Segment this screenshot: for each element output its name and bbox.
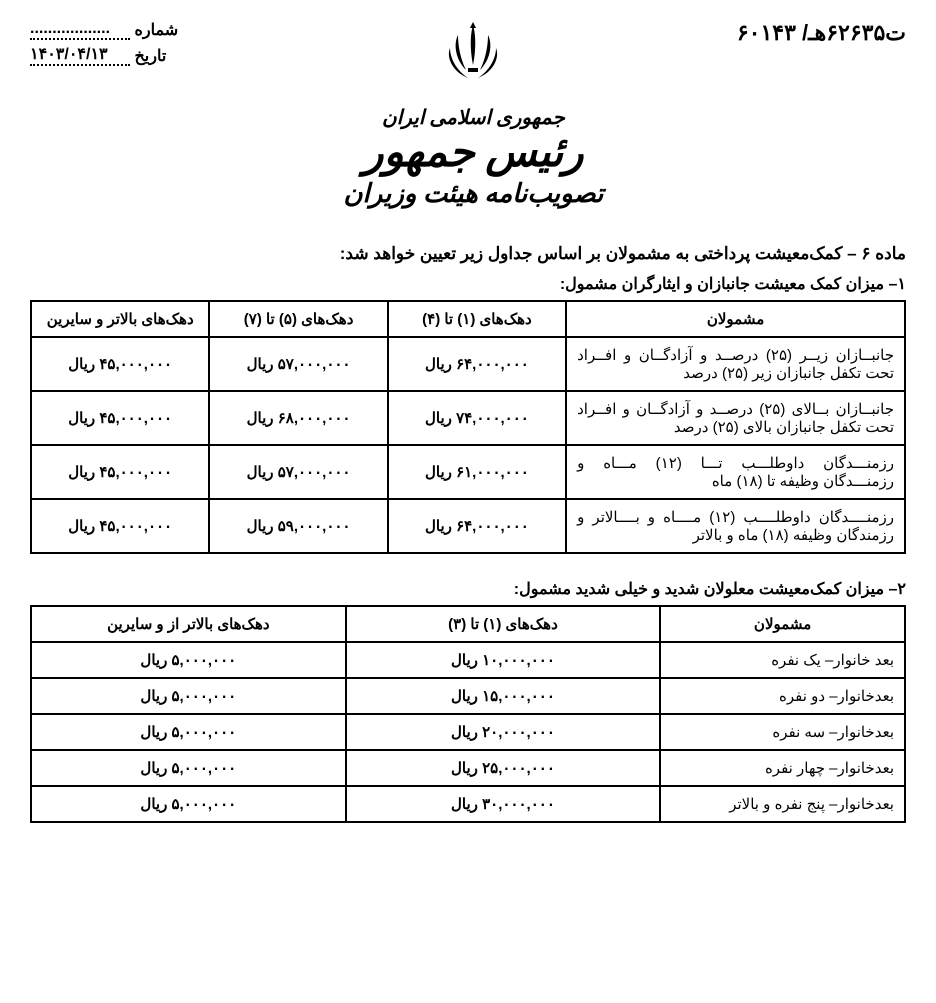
emblem-block: جمهوری اسلامی ایران رئیس جمهور تصویب‌نام… bbox=[210, 20, 737, 229]
header: ۶۰۱۴۳ /ت۶۲۶۳۵هـ جمهوری اسلامی ایران رئیس… bbox=[30, 20, 906, 229]
decree-line: تصویب‌نامه هیئت وزیران bbox=[210, 179, 737, 209]
table-row: بعد خانوار– یک نفره ۱۰,۰۰۰,۰۰۰ ریال ۵,۰۰… bbox=[31, 642, 905, 678]
cell-subject: رزمنــــدگان داوطلــــب (۱۲) مــــاه و ب… bbox=[566, 499, 905, 553]
cell-amount: ۲۵,۰۰۰,۰۰۰ ریال bbox=[346, 750, 661, 786]
cell-subject: رزمنـــدگان داوطلـــب تـــا (۱۲) مـــاه … bbox=[566, 445, 905, 499]
cell-amount: ۵,۰۰۰,۰۰۰ ریال bbox=[31, 714, 346, 750]
date-value: ۱۴۰۳/۰۴/۱۳ bbox=[30, 44, 130, 66]
cell-amount: ۳۰,۰۰۰,۰۰۰ ریال bbox=[346, 786, 661, 822]
number-label: شماره bbox=[134, 22, 178, 39]
cell-amount: ۴۵,۰۰۰,۰۰۰ ریال bbox=[31, 337, 209, 391]
table-row: بعدخانوار– چهار نفره ۲۵,۰۰۰,۰۰۰ ریال ۵,۰… bbox=[31, 750, 905, 786]
doc-number: ۶۰۱۴۳ /ت۶۲۶۳۵هـ bbox=[737, 20, 906, 46]
cell-amount: ۶۴,۰۰۰,۰۰۰ ریال bbox=[388, 337, 566, 391]
meta-block: شماره .................. تاریخ ۱۴۰۳/۰۴/۱… bbox=[30, 20, 210, 70]
cell-subject: بعدخانوار– پنج نفره و بالاتر bbox=[660, 786, 905, 822]
col-decile-higher: دهک‌های بالاتر از و سایرین bbox=[31, 606, 346, 642]
cell-subject: بعد خانوار– یک نفره bbox=[660, 642, 905, 678]
table-disabled: مشمولان دهک‌های (۱) تا (۳) دهک‌های بالات… bbox=[30, 605, 906, 823]
cell-amount: ۵,۰۰۰,۰۰۰ ریال bbox=[31, 642, 346, 678]
table-row: رزمنـــدگان داوطلـــب تـــا (۱۲) مـــاه … bbox=[31, 445, 905, 499]
cell-amount: ۵۷,۰۰۰,۰۰۰ ریال bbox=[209, 337, 387, 391]
iran-emblem-icon bbox=[210, 20, 737, 100]
table-row: بعدخانوار– دو نفره ۱۵,۰۰۰,۰۰۰ ریال ۵,۰۰۰… bbox=[31, 678, 905, 714]
country-line: جمهوری اسلامی ایران bbox=[210, 105, 737, 130]
table-header-row: مشمولان دهک‌های (۱) تا (۳) دهک‌های بالات… bbox=[31, 606, 905, 642]
date-label: تاریخ bbox=[134, 48, 166, 65]
cell-amount: ۵,۰۰۰,۰۰۰ ریال bbox=[31, 750, 346, 786]
cell-subject: جانبــازان بــالای (۲۵) درصــد و آزادگــ… bbox=[566, 391, 905, 445]
table-row: بعدخانوار– سه نفره ۲۰,۰۰۰,۰۰۰ ریال ۵,۰۰۰… bbox=[31, 714, 905, 750]
cell-subject: بعدخانوار– چهار نفره bbox=[660, 750, 905, 786]
col-subject: مشمولان bbox=[660, 606, 905, 642]
date-row: تاریخ ۱۴۰۳/۰۴/۱۳ bbox=[30, 44, 210, 66]
president-line: رئیس جمهور bbox=[210, 132, 737, 174]
col-subject: مشمولان bbox=[566, 301, 905, 337]
table-row: جانبــازان زیــر (۲۵) درصــد و آزادگــان… bbox=[31, 337, 905, 391]
cell-amount: ۵۷,۰۰۰,۰۰۰ ریال bbox=[209, 445, 387, 499]
cell-amount: ۴۵,۰۰۰,۰۰۰ ریال bbox=[31, 391, 209, 445]
cell-amount: ۵۹,۰۰۰,۰۰۰ ریال bbox=[209, 499, 387, 553]
cell-amount: ۱۰,۰۰۰,۰۰۰ ریال bbox=[346, 642, 661, 678]
section1-title: ۱– میزان کمک معیشت جانبازان و ایثارگران … bbox=[30, 274, 906, 294]
cell-amount: ۶۸,۰۰۰,۰۰۰ ریال bbox=[209, 391, 387, 445]
col-decile-higher: دهک‌های بالاتر و سایرین bbox=[31, 301, 209, 337]
cell-amount: ۲۰,۰۰۰,۰۰۰ ریال bbox=[346, 714, 661, 750]
cell-amount: ۱۵,۰۰۰,۰۰۰ ریال bbox=[346, 678, 661, 714]
table-row: بعدخانوار– پنج نفره و بالاتر ۳۰,۰۰۰,۰۰۰ … bbox=[31, 786, 905, 822]
cell-amount: ۷۴,۰۰۰,۰۰۰ ریال bbox=[388, 391, 566, 445]
number-row: شماره .................. bbox=[30, 20, 210, 40]
cell-subject: بعدخانوار– دو نفره bbox=[660, 678, 905, 714]
cell-amount: ۵,۰۰۰,۰۰۰ ریال bbox=[31, 786, 346, 822]
table-veterans: مشمولان دهک‌های (۱) تا (۴) دهک‌های (۵) ت… bbox=[30, 300, 906, 554]
section2-title: ۲– میزان کمک‌معیشت معلولان شدید و خیلی ش… bbox=[30, 579, 906, 599]
cell-subject: بعدخانوار– سه نفره bbox=[660, 714, 905, 750]
col-decile-1-4: دهک‌های (۱) تا (۴) bbox=[388, 301, 566, 337]
col-decile-5-7: دهک‌های (۵) تا (۷) bbox=[209, 301, 387, 337]
cell-amount: ۴۵,۰۰۰,۰۰۰ ریال bbox=[31, 499, 209, 553]
table-row: رزمنــــدگان داوطلــــب (۱۲) مــــاه و ب… bbox=[31, 499, 905, 553]
number-value: .................. bbox=[30, 20, 130, 40]
table-row: جانبــازان بــالای (۲۵) درصــد و آزادگــ… bbox=[31, 391, 905, 445]
cell-amount: ۴۵,۰۰۰,۰۰۰ ریال bbox=[31, 445, 209, 499]
article-text: ماده ۶ – کمک‌معیشت پرداختی به مشمولان بر… bbox=[30, 244, 906, 264]
cell-amount: ۶۱,۰۰۰,۰۰۰ ریال bbox=[388, 445, 566, 499]
cell-subject: جانبــازان زیــر (۲۵) درصــد و آزادگــان… bbox=[566, 337, 905, 391]
cell-amount: ۶۴,۰۰۰,۰۰۰ ریال bbox=[388, 499, 566, 553]
table-header-row: مشمولان دهک‌های (۱) تا (۴) دهک‌های (۵) ت… bbox=[31, 301, 905, 337]
cell-amount: ۵,۰۰۰,۰۰۰ ریال bbox=[31, 678, 346, 714]
col-decile-1-3: دهک‌های (۱) تا (۳) bbox=[346, 606, 661, 642]
